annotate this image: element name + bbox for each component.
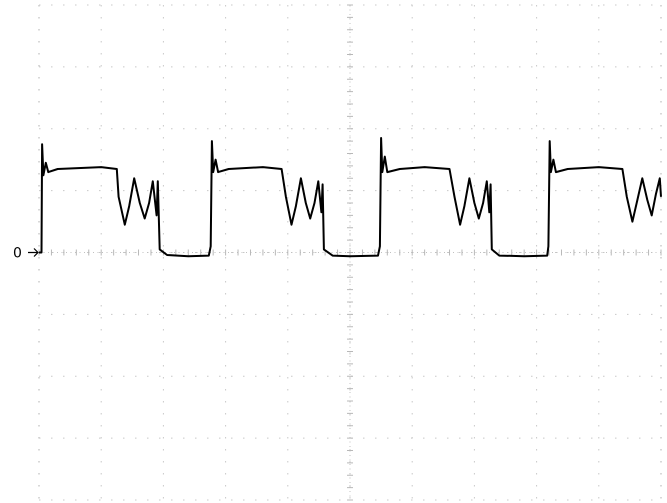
ground-marker-label: 0 <box>13 246 22 262</box>
trace-layer <box>39 137 662 258</box>
center-axis-ticks <box>38 4 662 501</box>
signal-trace <box>39 137 662 258</box>
ground-marker-arrow <box>28 248 39 257</box>
grid <box>38 4 662 501</box>
